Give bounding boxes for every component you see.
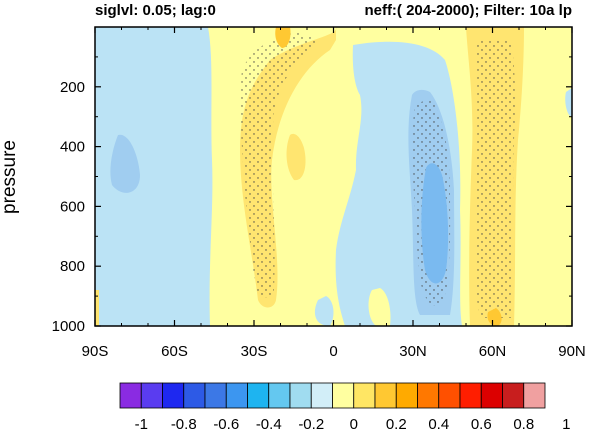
colorbar-swatch — [459, 382, 482, 409]
contour-field — [95, 27, 572, 326]
y-tick-label: 800 — [60, 258, 85, 275]
colorbar-swatch — [247, 382, 270, 409]
y-tick-label: 1000 — [52, 318, 85, 335]
colorbar-swatch — [480, 382, 503, 409]
colorbar-tick-label: 0.2 — [386, 416, 407, 431]
colorbar-swatch — [225, 382, 248, 409]
region-northern-positive-hatch — [475, 40, 515, 318]
x-tick-label: 90S — [82, 343, 109, 360]
colorbar-swatch — [119, 382, 142, 409]
region-pole-negative — [565, 88, 572, 116]
y-tick-label: 600 — [60, 198, 85, 215]
colorbar-swatch — [374, 382, 397, 409]
colorbar-swatch — [162, 382, 185, 409]
colorbar-tick-label: -0.8 — [171, 416, 197, 431]
title-left: siglvl: 0.05; lag:0 — [95, 2, 216, 19]
title-right: neff:( 204-2000); Filter: 10a lp — [364, 2, 572, 19]
colorbar-swatch — [268, 382, 291, 409]
y-tick-label: 400 — [60, 139, 85, 156]
colorbar-tick-label: -0.2 — [298, 416, 324, 431]
colorbar-tick-label: 0.6 — [471, 416, 492, 431]
colorbar-swatch — [395, 382, 418, 409]
x-tick-label: 60S — [161, 343, 188, 360]
region-lowlevel-negative — [314, 296, 334, 326]
region-southern-positive-hatch — [240, 30, 320, 298]
region-northern-positive-base — [487, 308, 502, 326]
colorbar-swatch — [417, 382, 440, 409]
x-tick-label: 0 — [329, 343, 337, 360]
region-southern-negative — [95, 27, 213, 326]
colorbar-swatch — [204, 382, 227, 409]
region-southern-negative-core — [110, 134, 140, 193]
y-tick-label: 200 — [60, 79, 85, 96]
colorbar-swatch — [502, 382, 525, 409]
colorbar-swatch — [183, 382, 206, 409]
colorbar-tick-label: 0 — [350, 416, 358, 431]
region-south-surface — [95, 290, 99, 326]
colorbar-tick-label: 0.8 — [513, 416, 534, 431]
colorbar-swatch — [310, 382, 333, 409]
x-axis: 90S 60S 30S 0 30N 60N 90N — [82, 27, 586, 360]
y-axis-label: pressure — [0, 140, 20, 214]
colorbar-swatch — [523, 382, 546, 409]
colorbar-tick-label: -1 — [135, 416, 148, 431]
colorbar-swatch — [332, 382, 355, 409]
x-tick-label: 30N — [399, 343, 427, 360]
colorbar-swatch — [289, 382, 312, 409]
colorbar-tick-label: 1 — [562, 416, 570, 431]
region-lowlevel-positive — [368, 288, 391, 326]
colorbar-tick-label: -0.4 — [256, 416, 282, 431]
region-southern-positive-top — [275, 27, 291, 48]
x-tick-label: 60N — [479, 343, 507, 360]
colorbar-tick-label: -0.6 — [213, 416, 239, 431]
colorbar: -1 -0.8 -0.6 -0.4 -0.2 0 0.2 0.4 0.6 0.8 1 — [119, 382, 570, 431]
colorbar-swatch — [140, 382, 163, 409]
x-tick-label: 90N — [558, 343, 586, 360]
colorbar-swatch — [353, 382, 376, 409]
colorbar-swatch — [438, 382, 461, 409]
x-tick-label: 30S — [241, 343, 268, 360]
colorbar-tick-label: 0.4 — [428, 416, 449, 431]
region-southern-positive-spot — [286, 133, 306, 181]
y-axis: 200 400 600 800 1000 — [52, 56, 572, 335]
region-northern-negative-strong — [421, 163, 449, 284]
